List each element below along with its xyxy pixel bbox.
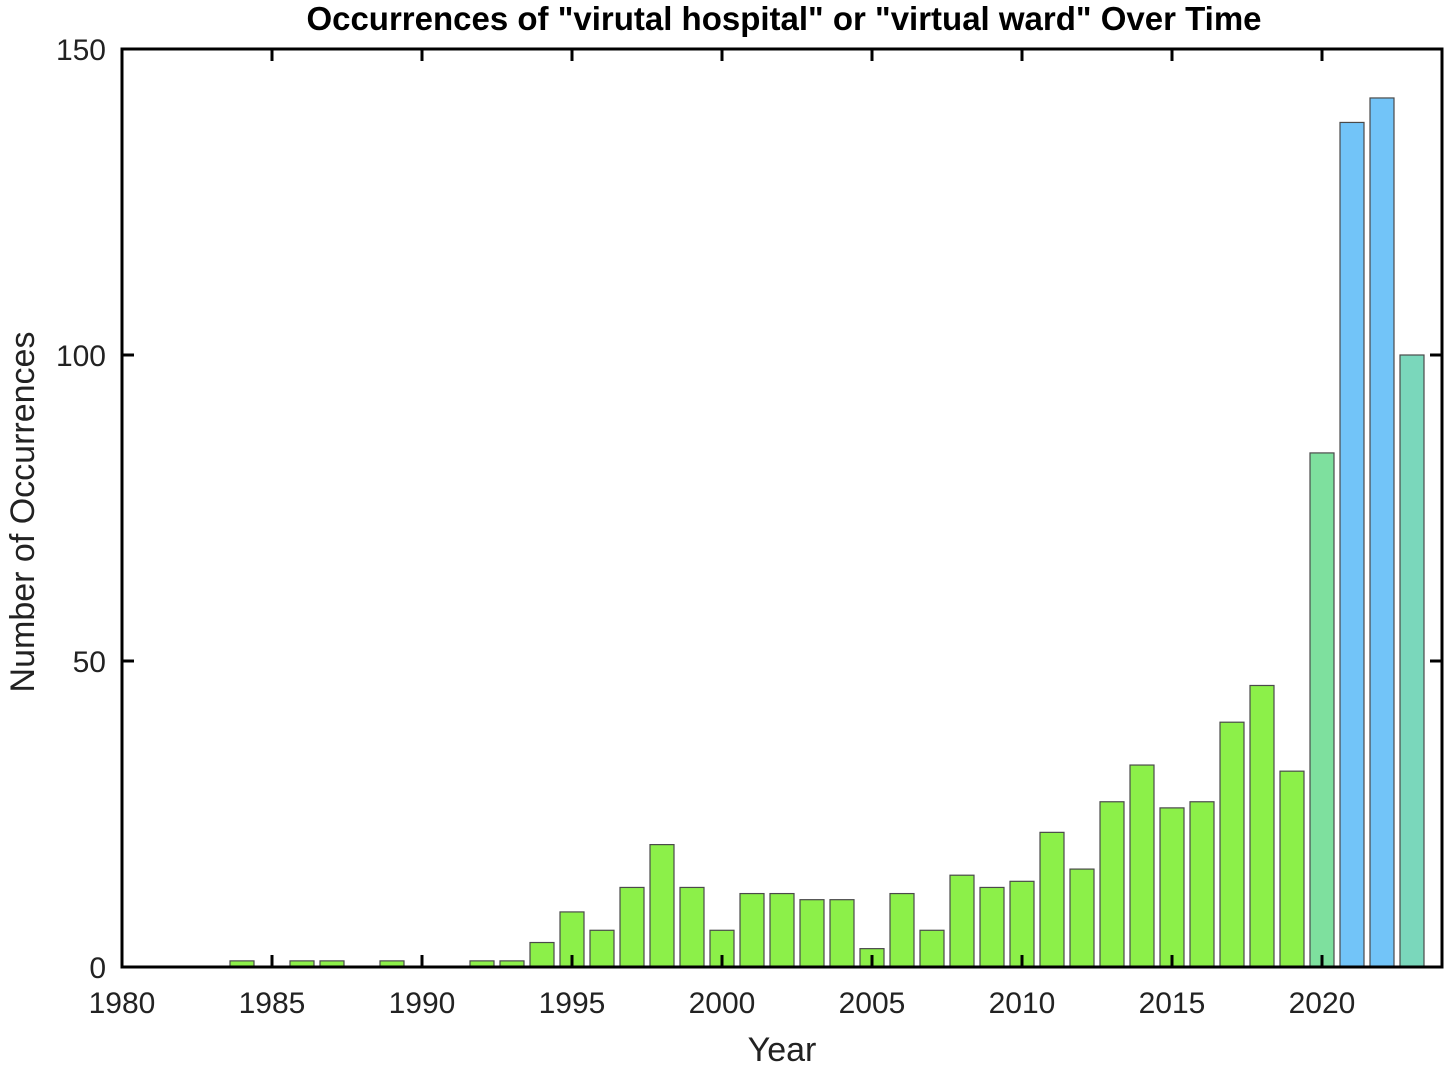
bar-2006: [889, 892, 915, 968]
bar-2021: [1339, 121, 1365, 968]
plot-frame: [120, 47, 1444, 969]
x-tick-label-2005: 2005: [839, 987, 906, 1020]
bar-1998: [649, 843, 675, 968]
y-axis-label: Number of Occurrences: [4, 332, 42, 693]
bar-2001: [739, 892, 765, 968]
bar-2022: [1369, 97, 1395, 968]
bar-2017: [1219, 721, 1245, 968]
bar-2018: [1249, 684, 1275, 968]
y-tick-label-100: 100: [56, 340, 106, 373]
bar-2004: [829, 899, 855, 968]
y-tick-label-50: 50: [73, 646, 106, 679]
bar-2010: [1009, 880, 1035, 968]
y-tick-label-0: 0: [89, 952, 106, 985]
bar-2014: [1129, 764, 1155, 968]
bar-2003: [799, 899, 825, 968]
bar-2023: [1399, 354, 1425, 968]
bar-2013: [1099, 801, 1125, 968]
tick-labels: 1980 1985 1990 1995 2000 2005 2010 2015 2020 0 50 1…: [56, 34, 1355, 1020]
bar-2008: [949, 874, 975, 968]
bar-2012: [1069, 868, 1095, 968]
x-tick-label-2000: 2000: [689, 987, 756, 1020]
bar-2007: [919, 929, 945, 968]
bar-1999: [679, 886, 705, 968]
bar-2011: [1039, 831, 1065, 968]
bar-2016: [1189, 801, 1215, 968]
y-tick-label-150: 150: [56, 34, 106, 67]
chart-title: Occurrences of "virutal hospital" or "vi…: [306, 0, 1261, 37]
bar-2015: [1159, 807, 1185, 968]
x-tick-label-1995: 1995: [539, 987, 606, 1020]
bar-1994: [529, 941, 555, 968]
bars-group: [229, 97, 1425, 968]
x-tick-label-1985: 1985: [239, 987, 306, 1020]
axis-ticks: [120, 47, 1442, 969]
bar-2002: [769, 892, 795, 968]
x-tick-label-2020: 2020: [1289, 987, 1356, 1020]
bar-1997: [619, 886, 645, 968]
x-tick-label-2010: 2010: [989, 987, 1056, 1020]
bar-2019: [1279, 770, 1305, 968]
bar-2020: [1309, 452, 1335, 968]
x-tick-label-1990: 1990: [389, 987, 456, 1020]
x-tick-label-1980: 1980: [89, 987, 156, 1020]
x-tick-label-2015: 2015: [1139, 987, 1206, 1020]
bar-1996: [589, 929, 615, 968]
x-axis-label: Year: [748, 1031, 817, 1069]
bar-2009: [979, 886, 1005, 968]
